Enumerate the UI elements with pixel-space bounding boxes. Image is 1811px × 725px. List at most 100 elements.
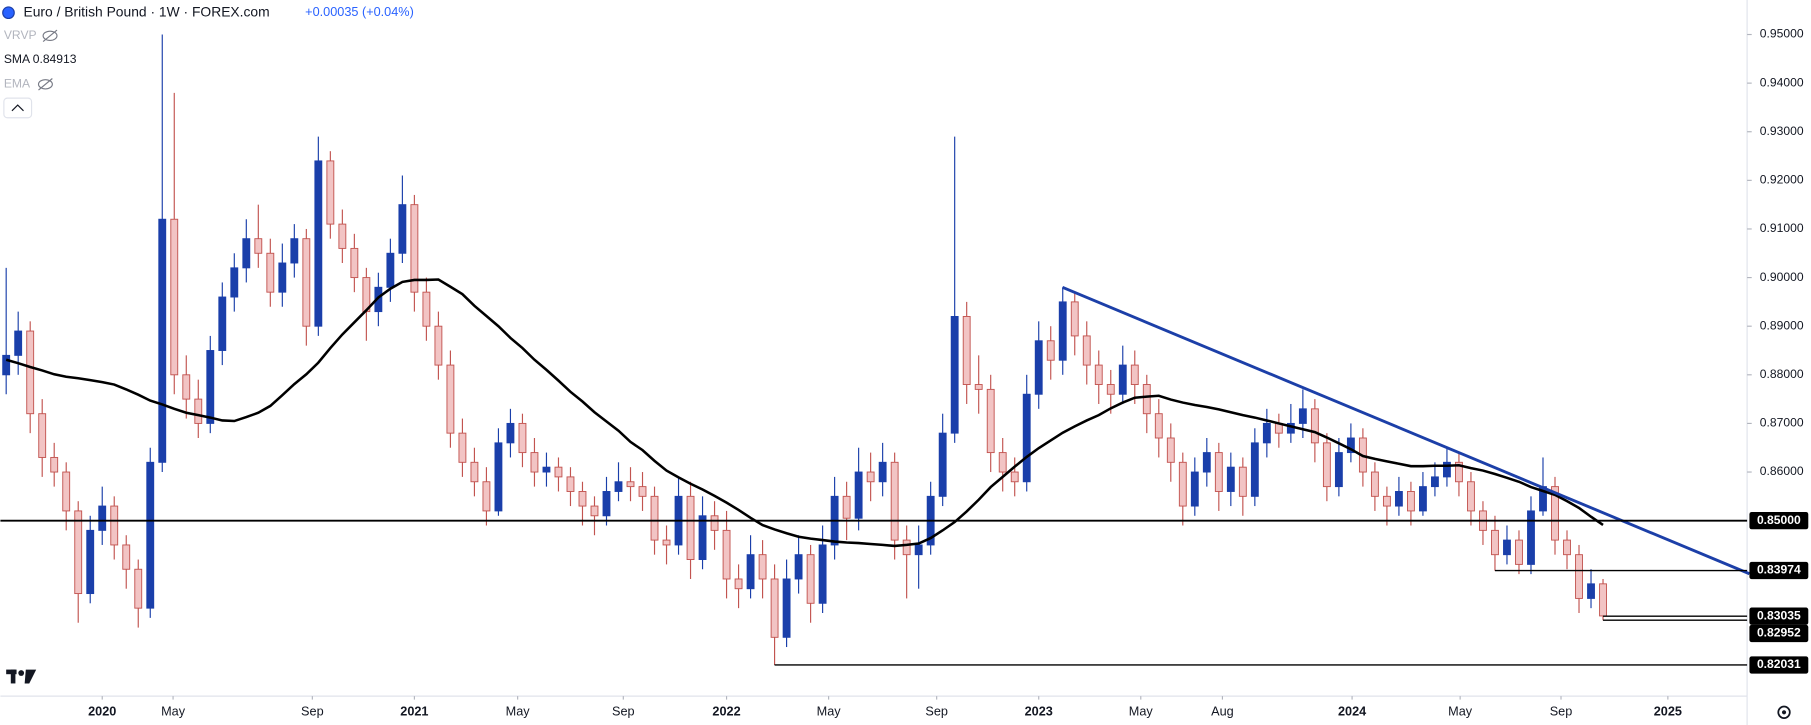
symbol-icon [2, 6, 15, 20]
level-label-box [1749, 561, 1809, 580]
candle-body [1046, 340, 1055, 361]
y-tick-label: 0.89000 [1760, 318, 1804, 332]
candle-body [134, 568, 143, 609]
candle-body [722, 529, 731, 580]
candle-body [470, 461, 479, 483]
y-tick-label: 0.95000 [1760, 27, 1804, 41]
plot [2, 34, 1607, 666]
candle-body [86, 529, 95, 595]
candle-body [278, 262, 287, 293]
candle-body [314, 160, 323, 327]
candle-body [590, 505, 599, 517]
candle-body [230, 267, 239, 298]
candle-body [74, 510, 83, 595]
y-tick-label: 0.87000 [1760, 416, 1804, 430]
candle-body [422, 291, 431, 327]
price-change: +0.00035 (+0.04%) [305, 5, 414, 19]
x-tick-label: Sep [612, 705, 635, 719]
indicator-label: SMA [4, 52, 31, 66]
candle-body [1130, 364, 1139, 385]
candle-body [122, 544, 131, 570]
candle-body [158, 218, 167, 463]
visibility-icon[interactable] [37, 78, 53, 91]
candle-body [998, 452, 1007, 473]
candle-body [1298, 408, 1307, 424]
level-label: 0.82031 [1757, 657, 1801, 671]
y-tick-label: 0.92000 [1760, 173, 1804, 187]
candle-body [326, 160, 335, 225]
candle-body [1178, 461, 1187, 507]
x-tick-label: May [1129, 705, 1154, 719]
candle-body [350, 247, 359, 279]
level-label-box [1749, 624, 1809, 643]
candle-body [1503, 539, 1511, 556]
candle-body [842, 495, 851, 519]
x-tick-label: 2025 [1654, 705, 1682, 719]
candle-body [662, 539, 671, 546]
candle-body [458, 432, 467, 463]
x-tick-label: May [1448, 705, 1473, 719]
candle-body [854, 471, 863, 519]
level-label-box [1749, 511, 1809, 530]
candle-body [1094, 364, 1103, 385]
x-tick-label: 2020 [88, 705, 116, 719]
candle-body [1455, 461, 1463, 483]
candle-body [1587, 583, 1595, 599]
candle-body [1419, 486, 1427, 512]
candle-body [254, 238, 263, 254]
candle-body [1406, 491, 1415, 512]
settings-button[interactable] [1777, 705, 1791, 719]
candle-body [1394, 491, 1403, 507]
candle-body [1262, 422, 1271, 444]
level-label-box [1749, 656, 1809, 674]
overlay: 0.85000 0.83974 0.83035 0.82952 0.82031 [0, 511, 1809, 674]
candle-body [1334, 452, 1343, 488]
x-tick-label: Sep [1550, 705, 1573, 719]
candle-body [482, 481, 491, 512]
candle-body [1190, 471, 1199, 507]
candle-body [602, 491, 611, 517]
chart-title: Euro / British Pound · 1W · FOREX.com [23, 3, 269, 19]
candle-body [302, 238, 311, 327]
x-tick-label: Aug [1211, 705, 1234, 719]
visibility-icon[interactable] [42, 29, 58, 43]
level-label: 0.83974 [1757, 563, 1801, 577]
candle-body [878, 461, 887, 483]
candle-body [530, 452, 539, 473]
candle-body [434, 325, 443, 366]
candle-body [554, 466, 563, 478]
candle-body [1142, 384, 1151, 415]
level-label: 0.82952 [1757, 626, 1801, 640]
candle-body [650, 495, 659, 541]
candle-body [1214, 452, 1223, 492]
candle-body [566, 476, 575, 492]
candle-body [794, 554, 803, 580]
candle-body [170, 218, 179, 376]
candle-body [578, 491, 587, 507]
candle-body [266, 252, 275, 293]
candle-body [698, 515, 707, 560]
x-tick-label: May [161, 705, 186, 719]
candle-body [338, 223, 347, 249]
candle-body [638, 486, 647, 497]
candle-body [62, 471, 71, 512]
x-tick-label: 2021 [400, 705, 428, 719]
candle-body [1467, 481, 1475, 512]
logo [6, 669, 37, 684]
candle-body [242, 238, 251, 269]
collapse-button[interactable] [3, 97, 33, 119]
candle-body [26, 330, 35, 415]
y-tick-label: 0.91000 [1760, 221, 1804, 235]
candle-body [1106, 384, 1115, 395]
candle-body [206, 350, 215, 424]
y-tick-label: 0.90000 [1760, 270, 1804, 284]
indicator-value: 0.84913 [33, 52, 77, 66]
candle-body [1082, 335, 1091, 366]
candle-body [182, 374, 191, 400]
trendline [1061, 286, 1750, 576]
candle-body [1022, 393, 1031, 483]
candle-body [734, 578, 743, 590]
candle-body [1443, 461, 1451, 478]
candle-body [146, 461, 155, 609]
candle-body [1431, 476, 1439, 488]
